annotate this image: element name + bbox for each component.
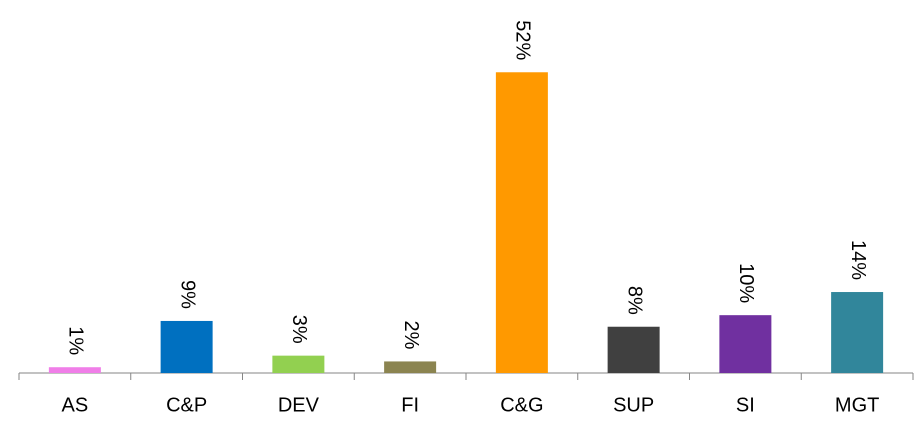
x-tick-label: AS: [62, 394, 89, 416]
data-label: 8%: [623, 286, 645, 315]
data-label: 3%: [288, 315, 310, 344]
bar: [48, 367, 101, 373]
bar: [607, 326, 660, 373]
data-label: 9%: [176, 280, 198, 309]
x-tick-label: C&P: [166, 394, 207, 416]
bar: [719, 315, 772, 373]
x-tick-label: SI: [736, 394, 755, 416]
x-tick-label: SUP: [613, 394, 654, 416]
data-label: 10%: [735, 263, 757, 303]
data-label: 1%: [65, 326, 87, 355]
data-label: 52%: [512, 20, 534, 60]
x-tick-label: DEV: [278, 394, 320, 416]
bar: [495, 72, 548, 374]
x-tick-label: FI: [401, 394, 419, 416]
bar: [831, 292, 884, 373]
bar: [384, 361, 437, 373]
x-tick-label: C&G: [500, 394, 543, 416]
data-label: 2%: [400, 321, 422, 350]
data-label: 14%: [847, 240, 869, 280]
x-tick-label: MGT: [835, 394, 879, 416]
bar: [272, 355, 325, 373]
bar: [160, 320, 213, 373]
